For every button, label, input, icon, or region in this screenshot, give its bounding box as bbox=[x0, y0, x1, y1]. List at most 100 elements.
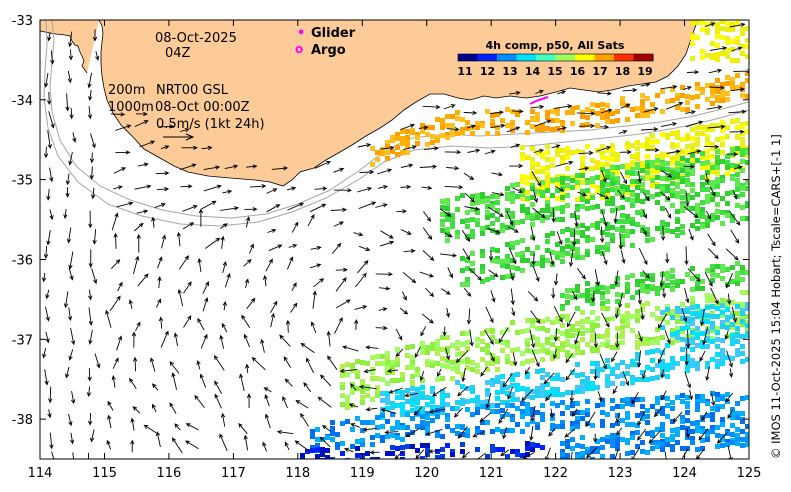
sst-pixel bbox=[565, 176, 570, 181]
sst-pixel bbox=[465, 277, 470, 282]
sst-pixel bbox=[705, 160, 710, 165]
sst-pixel bbox=[455, 406, 460, 411]
sst-pixel bbox=[740, 437, 745, 442]
sst-pixel bbox=[710, 127, 715, 132]
sst-pixel bbox=[390, 412, 395, 417]
sst-pixel bbox=[390, 360, 395, 365]
sst-pixel bbox=[620, 213, 625, 218]
sst-pixel bbox=[395, 403, 400, 408]
sst-pixel bbox=[720, 276, 725, 281]
sst-pixel bbox=[730, 218, 735, 223]
sst-pixel bbox=[595, 284, 600, 289]
sst-pixel bbox=[640, 303, 645, 308]
sst-pixel bbox=[720, 88, 725, 93]
current-arrow bbox=[512, 352, 518, 367]
sst-pixel bbox=[545, 197, 550, 202]
sst-pixel bbox=[690, 35, 695, 40]
current-arrow bbox=[375, 325, 388, 331]
sst-pixel bbox=[575, 341, 580, 346]
sst-pixel bbox=[565, 314, 570, 319]
sst-pixel bbox=[740, 319, 745, 324]
current-arrow bbox=[330, 207, 348, 212]
sst-pixel bbox=[515, 266, 520, 271]
sst-pixel bbox=[630, 380, 635, 385]
sst-pixel bbox=[475, 121, 480, 126]
sst-pixel bbox=[570, 426, 575, 431]
current-arrow bbox=[151, 216, 156, 228]
sst-pixel bbox=[640, 225, 645, 230]
sst-pixel bbox=[665, 283, 670, 288]
sst-pixel bbox=[585, 252, 590, 257]
sst-pixel bbox=[695, 86, 700, 91]
current-arrow bbox=[68, 267, 74, 281]
sst-pixel bbox=[550, 342, 555, 347]
current-arrow bbox=[276, 429, 294, 435]
sst-pixel bbox=[595, 323, 600, 328]
sst-pixel bbox=[680, 337, 685, 342]
sst-pixel bbox=[715, 171, 720, 176]
sst-pixel bbox=[555, 350, 560, 355]
sst-pixel bbox=[690, 0, 695, 2]
lon-tick-label: 119 bbox=[350, 466, 375, 481]
current-arrow bbox=[388, 387, 404, 394]
current-arrow bbox=[395, 328, 403, 341]
sst-pixel bbox=[745, 78, 749, 83]
sst-pixel bbox=[715, 202, 720, 207]
sst-pixel bbox=[490, 221, 495, 226]
current-arrow bbox=[359, 169, 375, 175]
sst-pixel bbox=[510, 199, 515, 204]
sst-pixel bbox=[425, 426, 430, 431]
current-arrow bbox=[220, 235, 225, 249]
sst-pixel bbox=[455, 234, 460, 239]
sst-pixel bbox=[565, 339, 570, 344]
sst-pixel bbox=[610, 443, 615, 448]
sst-pixel bbox=[495, 379, 500, 384]
sst-pixel bbox=[650, 169, 655, 174]
sst-pixel bbox=[645, 431, 650, 436]
sst-pixel bbox=[550, 250, 555, 255]
sst-pixel bbox=[580, 161, 585, 166]
sst-pixel bbox=[740, 302, 745, 307]
sst-pixel bbox=[640, 272, 645, 277]
sst-pixel bbox=[445, 349, 450, 354]
current-arrow bbox=[354, 318, 359, 330]
sst-pixel bbox=[700, 131, 705, 136]
sst-pixel bbox=[595, 204, 600, 209]
colorbar-swatch bbox=[614, 54, 634, 61]
sst-pixel bbox=[485, 215, 490, 220]
current-arrow bbox=[270, 312, 276, 328]
sst-pixel bbox=[730, 411, 735, 416]
sst-pixel bbox=[665, 173, 670, 178]
sst-pixel bbox=[675, 156, 680, 161]
current-arrow bbox=[342, 345, 359, 352]
sst-pixel bbox=[710, 406, 715, 411]
date-label: 08-Oct-2025 bbox=[155, 31, 237, 46]
current-arrow bbox=[357, 143, 372, 148]
current-arrow bbox=[177, 288, 184, 307]
current-arrow bbox=[521, 389, 534, 402]
current-arrow bbox=[444, 149, 462, 155]
current-arrow bbox=[591, 290, 596, 303]
current-arrow bbox=[334, 316, 343, 334]
sst-pixel bbox=[735, 352, 740, 357]
current-arrow bbox=[469, 329, 474, 347]
sst-pixel bbox=[490, 444, 495, 449]
sst-pixel bbox=[705, 83, 710, 88]
sst-pixel bbox=[670, 406, 675, 411]
current-arrow bbox=[199, 373, 207, 388]
sst-pixel bbox=[430, 389, 435, 394]
sst-pixel bbox=[660, 427, 665, 432]
current-arrow bbox=[596, 192, 610, 199]
sst-pixel bbox=[745, 180, 749, 185]
sst-pixel bbox=[670, 229, 675, 234]
current-arrow bbox=[484, 329, 494, 345]
sst-pixel bbox=[725, 154, 730, 159]
sst-pixel bbox=[490, 194, 495, 199]
current-arrow bbox=[423, 211, 432, 222]
current-arrow bbox=[185, 423, 199, 431]
sst-pixel bbox=[620, 398, 625, 403]
sst-pixel bbox=[590, 381, 595, 386]
sst-pixel bbox=[680, 204, 685, 209]
sst-pixel bbox=[480, 420, 485, 425]
